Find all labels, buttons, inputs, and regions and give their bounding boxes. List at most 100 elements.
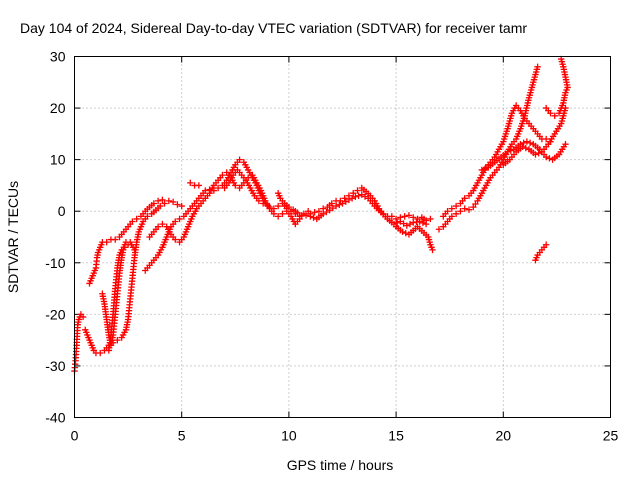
data-marks [71, 55, 571, 375]
data-point [172, 236, 179, 243]
data-point [416, 218, 423, 225]
data-point [358, 191, 365, 198]
data-point [341, 195, 348, 202]
data-point [169, 198, 177, 206]
data-point [403, 222, 411, 229]
data-point [187, 179, 194, 187]
data-point [354, 187, 361, 194]
data-point [444, 208, 451, 215]
data-point [118, 246, 125, 254]
data-point [429, 246, 436, 254]
x-tick-label: 10 [281, 428, 297, 444]
data-point [345, 196, 353, 204]
data-point [526, 139, 534, 147]
data-point [255, 197, 263, 205]
data-point [274, 202, 282, 210]
data-point [310, 214, 317, 221]
x-tick-label: 5 [178, 428, 186, 444]
ticks [74, 56, 611, 418]
series-track-7 [146, 169, 303, 246]
data-point [336, 201, 343, 208]
data-point [522, 144, 530, 152]
data-point [326, 206, 333, 214]
data-point [328, 200, 335, 207]
data-point [214, 184, 222, 192]
data-point [400, 220, 407, 227]
y-tick-label: -40 [45, 410, 65, 426]
data-point [79, 313, 87, 321]
x-tick-label: 15 [388, 428, 404, 444]
data-point [161, 200, 168, 207]
data-point [542, 135, 550, 143]
x-tick-label: 20 [496, 428, 512, 444]
series-track-5 [105, 241, 132, 354]
data-point [355, 192, 362, 199]
data-point [551, 112, 558, 120]
data-point [401, 213, 408, 220]
data-point [219, 171, 226, 179]
data-point [195, 182, 203, 189]
data-point [302, 212, 310, 219]
x-tick-label: 25 [603, 428, 619, 444]
data-point [478, 166, 486, 174]
data-point [294, 209, 301, 216]
x-axis-label: GPS time / hours [287, 457, 394, 473]
data-point [176, 215, 183, 223]
data-point [406, 220, 414, 228]
data-point [352, 193, 359, 200]
data-point [144, 213, 151, 220]
series-track-12 [392, 223, 436, 254]
data-point [133, 215, 140, 223]
data-point [350, 189, 357, 197]
series-track-10 [274, 184, 434, 224]
data-point [452, 202, 460, 210]
data-point [504, 148, 511, 156]
y-tick-label: -10 [45, 255, 65, 271]
data-point [481, 165, 489, 172]
data-point [393, 219, 401, 227]
data-point [131, 246, 138, 254]
data-point [285, 203, 293, 211]
grid [74, 56, 611, 418]
data-point [427, 215, 434, 223]
data-point [172, 218, 179, 225]
series-track-18 [542, 55, 571, 120]
data-point [546, 155, 553, 162]
series-track-9 [221, 166, 267, 207]
y-axis-label: SDTVAR / TECUs [5, 181, 21, 293]
series-track-1 [71, 311, 87, 375]
data-point [154, 223, 162, 230]
data-point [542, 241, 550, 248]
data-point [121, 244, 129, 251]
data-point [332, 202, 340, 210]
data-point [274, 213, 282, 220]
series-track-3 [86, 196, 166, 287]
data-point [405, 212, 413, 219]
data-point [461, 195, 468, 202]
data-point [361, 193, 369, 200]
data-point [457, 208, 464, 215]
data-point [165, 197, 173, 205]
data-point [157, 202, 164, 210]
data-point [178, 202, 185, 210]
chart-title: Day 104 of 2024, Sidereal Day-to-day VTE… [20, 20, 527, 36]
data-point [520, 139, 527, 147]
data-point [97, 349, 104, 357]
series-track-14 [440, 102, 554, 220]
y-tick-label: -30 [45, 358, 65, 374]
data-point [279, 210, 286, 217]
series-track-17 [532, 241, 550, 264]
data-point [150, 200, 158, 207]
data-point [422, 220, 430, 228]
data-point [323, 208, 330, 216]
y-tick-label: -20 [45, 306, 65, 322]
data-point [342, 198, 349, 205]
data-point [534, 63, 541, 71]
data-point [399, 228, 406, 236]
data-point [519, 143, 526, 150]
data-point [174, 201, 181, 208]
data-point [236, 156, 243, 163]
data-point [397, 218, 404, 225]
data-point [270, 210, 278, 217]
data-point [419, 219, 427, 227]
